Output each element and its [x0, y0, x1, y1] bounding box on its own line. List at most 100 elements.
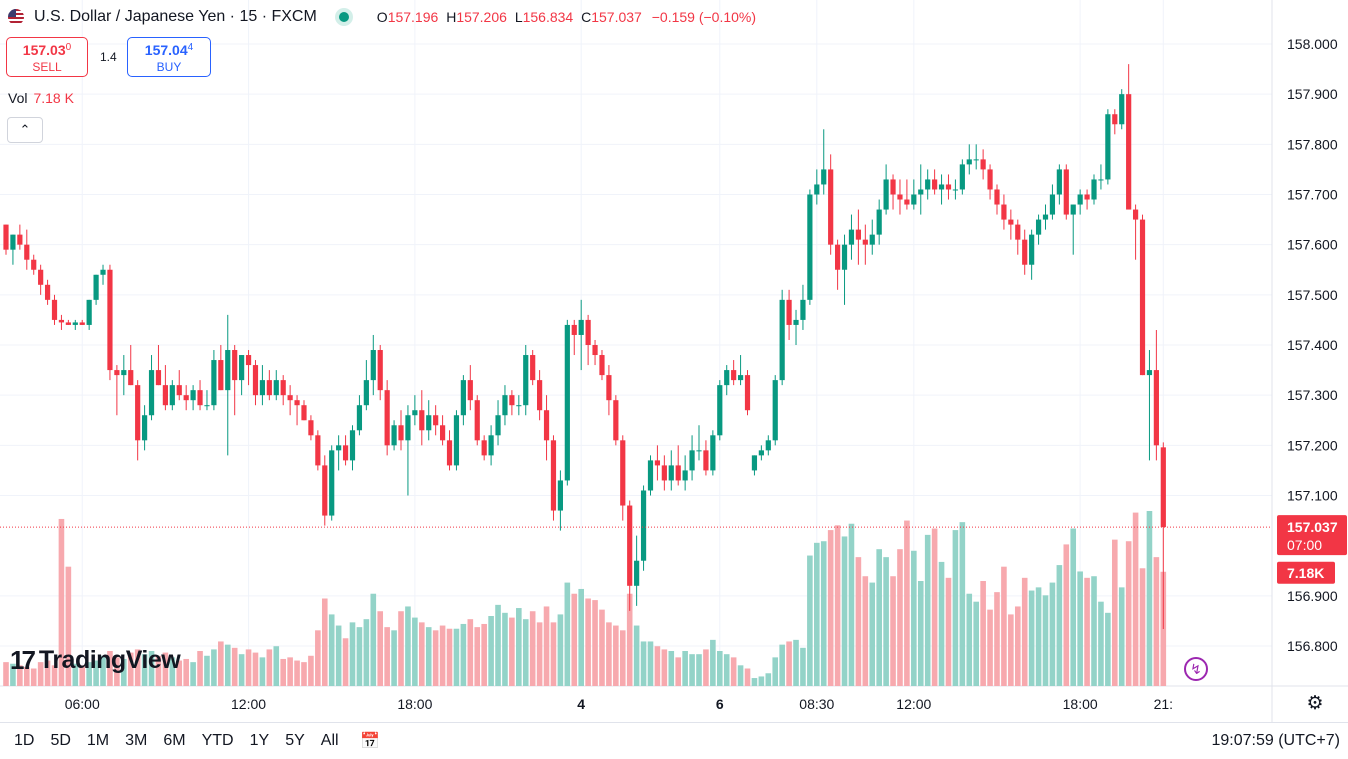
candle-body — [356, 405, 363, 431]
candle-body — [599, 355, 605, 376]
candle-body — [65, 322, 71, 325]
range-button-1m[interactable]: 1M — [86, 732, 110, 749]
candle-body — [841, 244, 848, 270]
range-button-all[interactable]: All — [320, 732, 339, 749]
volume-value: 7.18 K — [33, 90, 74, 106]
volume-bar — [211, 649, 217, 686]
volume-bar — [169, 657, 176, 686]
volume-bar — [176, 660, 183, 686]
candle-body — [689, 450, 695, 471]
price-tick-label: 158.000 — [1287, 36, 1338, 52]
volume-bar — [134, 649, 141, 686]
volume-bar — [834, 525, 841, 686]
volume-bar — [127, 652, 134, 686]
volume-bar — [606, 622, 612, 686]
candle-body — [287, 395, 293, 401]
candle-body — [557, 480, 563, 511]
volume-bar — [86, 662, 92, 686]
range-button-6m[interactable]: 6M — [163, 732, 186, 749]
sell-label: SELL — [32, 60, 62, 74]
candle-body — [883, 179, 889, 210]
candle-body — [439, 425, 446, 441]
range-button-1y[interactable]: 1Y — [249, 732, 270, 749]
market-open-status-icon[interactable] — [338, 12, 349, 22]
volume-bar — [744, 668, 751, 686]
candle-body — [980, 159, 986, 170]
volume-bar — [1021, 577, 1028, 686]
volume-bar — [342, 638, 349, 686]
volume-bar — [640, 641, 647, 686]
range-button-5y[interactable]: 5Y — [285, 732, 305, 749]
volume-bar — [571, 593, 578, 686]
candle-body — [634, 560, 640, 586]
volume-bar — [883, 557, 889, 686]
candle-body — [322, 465, 328, 516]
range-button-1d[interactable]: 1D — [14, 732, 35, 749]
volume-bar — [17, 665, 23, 686]
range-selector: 1D 5D 1M 3M 6M YTD 1Y 5Y All — [6, 723, 347, 759]
symbol-title[interactable]: U.S. Dollar / Japanese Yen · 15 · FXCM — [34, 8, 317, 25]
candle-body — [1132, 209, 1139, 220]
buy-button[interactable]: 157.044 BUY — [127, 37, 211, 77]
price-tick-label: 157.300 — [1287, 387, 1338, 403]
volume-bar — [626, 593, 633, 686]
volume-bar — [654, 646, 661, 686]
candle-body — [38, 269, 44, 285]
candle-body — [876, 209, 882, 235]
volume-bar — [370, 593, 377, 686]
volume-bar — [1084, 577, 1090, 686]
volume-bar — [938, 561, 945, 686]
candle-body — [800, 299, 806, 320]
candle-body — [1029, 234, 1035, 265]
candlestick-chart[interactable]: 158.000 157.900 157.800 157.700 157.600 157.5… — [0, 0, 1348, 722]
candle-body — [211, 360, 217, 406]
candle-body — [412, 410, 418, 416]
volume-bar — [716, 651, 723, 686]
range-button-5d[interactable]: 5D — [50, 732, 71, 749]
volume-bar — [509, 617, 515, 686]
timezone-clock[interactable]: 19:07:59 (UTC+7) — [1211, 732, 1340, 749]
lightning-icon[interactable]: ↯ — [1184, 657, 1208, 681]
volume-bar — [495, 604, 501, 686]
candle-body — [932, 179, 938, 190]
candle-body — [1105, 114, 1111, 180]
candle-body — [398, 425, 404, 441]
candle-body — [24, 244, 30, 260]
range-button-ytd[interactable]: YTD — [201, 732, 234, 749]
candle-body — [640, 490, 647, 561]
volume-legend[interactable]: Vol 7.18 K — [8, 90, 74, 106]
range-button-3m[interactable]: 3M — [125, 732, 148, 749]
buy-price: 157.044 — [144, 42, 194, 58]
candle-body — [121, 370, 127, 376]
volume-bar — [439, 625, 446, 686]
calendar-icon[interactable]: 📅 — [360, 733, 380, 750]
candle-body — [710, 435, 716, 471]
candle-body — [578, 319, 584, 335]
price-tick-label: 157.800 — [1287, 136, 1338, 152]
volume-bar — [807, 555, 813, 686]
candle-body — [301, 405, 307, 421]
sell-button[interactable]: 157.030 SELL — [6, 37, 88, 77]
candle-body — [44, 284, 51, 300]
volume-bar — [675, 657, 682, 686]
volume-bar — [384, 627, 390, 686]
volume-bar — [107, 651, 113, 686]
volume-bar — [44, 660, 51, 686]
candle-body — [751, 455, 758, 471]
volume-bar — [592, 600, 598, 686]
candle-body — [384, 390, 390, 446]
candle-body — [391, 425, 397, 446]
candle-body — [938, 184, 945, 190]
tradingview-logo-icon: 17 — [10, 645, 36, 675]
price-tick-label: 157.400 — [1287, 337, 1338, 353]
time-tick-label: 08:30 — [799, 696, 834, 712]
tradingview-logo[interactable]: 17 TradingView — [10, 645, 181, 676]
candle-body — [86, 299, 92, 325]
volume-bar — [72, 663, 79, 686]
volume-bar — [328, 614, 335, 686]
volume-bar — [1035, 587, 1042, 686]
candle-body — [647, 460, 654, 491]
volume-bar — [10, 663, 16, 686]
collapse-legend-button[interactable]: ⌃ — [7, 117, 43, 143]
gear-icon[interactable]: ⚙ — [1306, 693, 1324, 714]
